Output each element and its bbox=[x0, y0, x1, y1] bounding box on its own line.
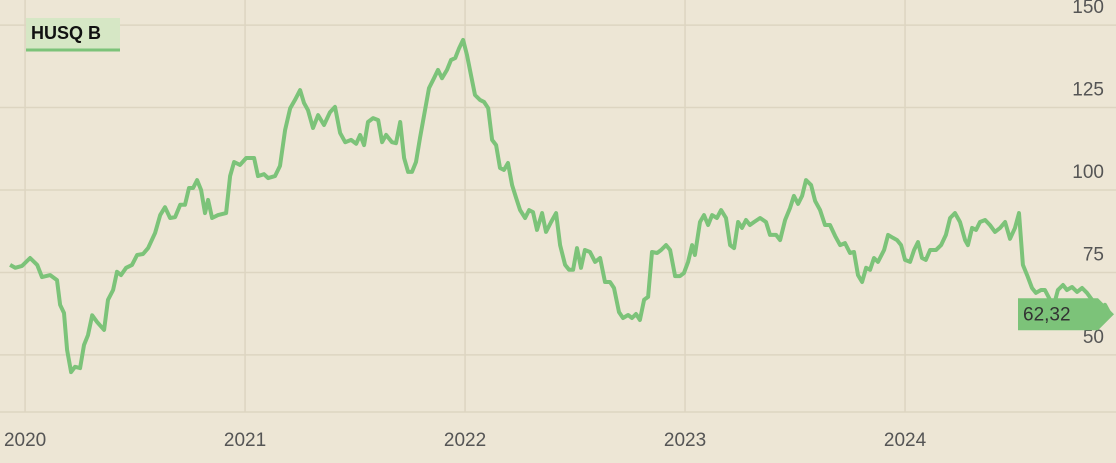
price-line bbox=[9, 37, 1112, 375]
end-value-tag bbox=[1018, 298, 1114, 331]
end-value-label: 62,32 bbox=[1023, 304, 1071, 325]
x-tick-label: 2022 bbox=[444, 430, 486, 451]
y-tick-label: 50 bbox=[1083, 327, 1104, 348]
x-tick-label: 2021 bbox=[224, 430, 266, 451]
y-tick-label: 150 bbox=[1072, 0, 1104, 18]
x-tick-label: 2020 bbox=[4, 430, 46, 451]
legend-box bbox=[26, 18, 120, 50]
x-tick-label: 2023 bbox=[664, 430, 706, 451]
y-tick-label: 125 bbox=[1072, 80, 1104, 101]
x-tick-label: 2024 bbox=[884, 430, 927, 451]
legend-label: HUSQ B bbox=[31, 23, 101, 43]
y-tick-label: 75 bbox=[1083, 244, 1104, 265]
y-tick-label: 100 bbox=[1072, 162, 1104, 183]
